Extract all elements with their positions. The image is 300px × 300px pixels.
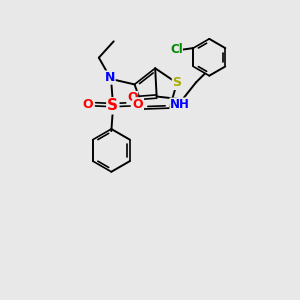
Text: S: S xyxy=(172,76,182,89)
Text: O: O xyxy=(82,98,93,111)
Text: S: S xyxy=(107,98,118,113)
Text: O: O xyxy=(133,98,143,111)
Text: Cl: Cl xyxy=(170,43,183,56)
Text: NH: NH xyxy=(169,98,190,111)
Text: N: N xyxy=(105,71,115,84)
Text: O: O xyxy=(127,92,138,104)
